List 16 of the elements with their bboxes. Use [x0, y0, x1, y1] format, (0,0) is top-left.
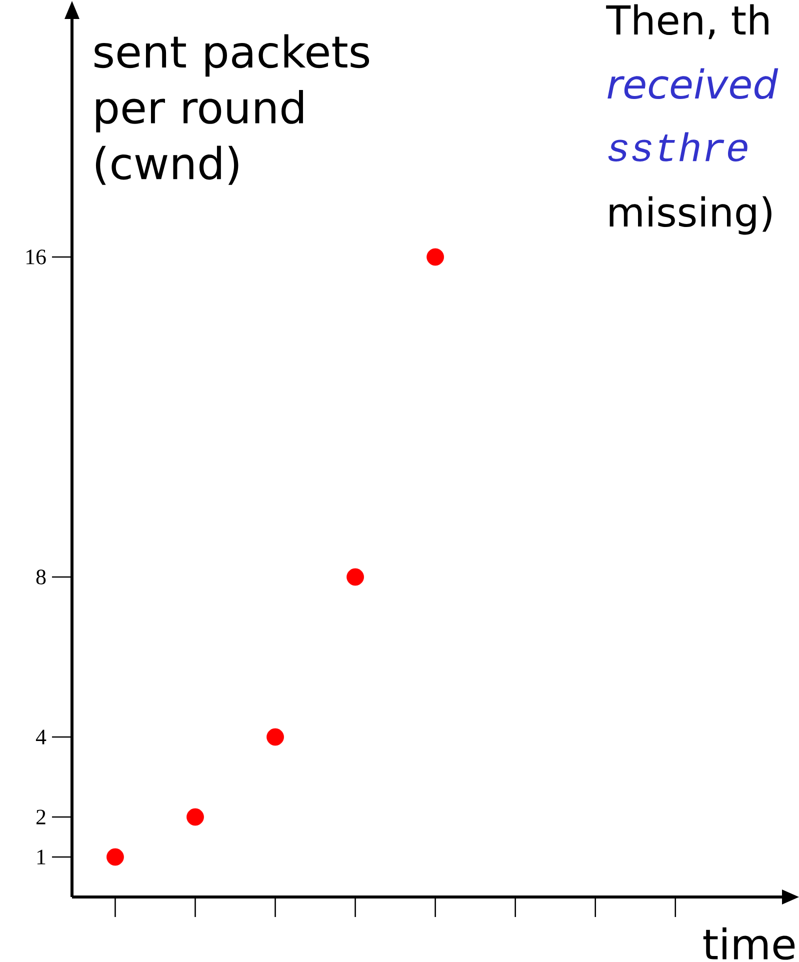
- y-tick-label: 1: [37, 850, 46, 864]
- point: [266, 728, 284, 746]
- y-tick-label: 2: [36, 810, 46, 824]
- point: [346, 568, 364, 586]
- point: [426, 248, 444, 266]
- y-tick-label: 16: [26, 250, 46, 264]
- point: [186, 808, 204, 826]
- y-axis-title: sent packets per round (cwnd): [94, 34, 370, 185]
- annotation: Then, th: [606, 4, 768, 40]
- x-axis-title: time: [703, 927, 795, 960]
- point: [106, 848, 124, 866]
- y-tick-label: 8: [36, 570, 46, 584]
- annotation: missing): [610, 196, 772, 235]
- annotation: ssthre: [608, 132, 748, 162]
- y-tick-label: 4: [36, 730, 46, 744]
- annotation: received: [608, 68, 778, 100]
